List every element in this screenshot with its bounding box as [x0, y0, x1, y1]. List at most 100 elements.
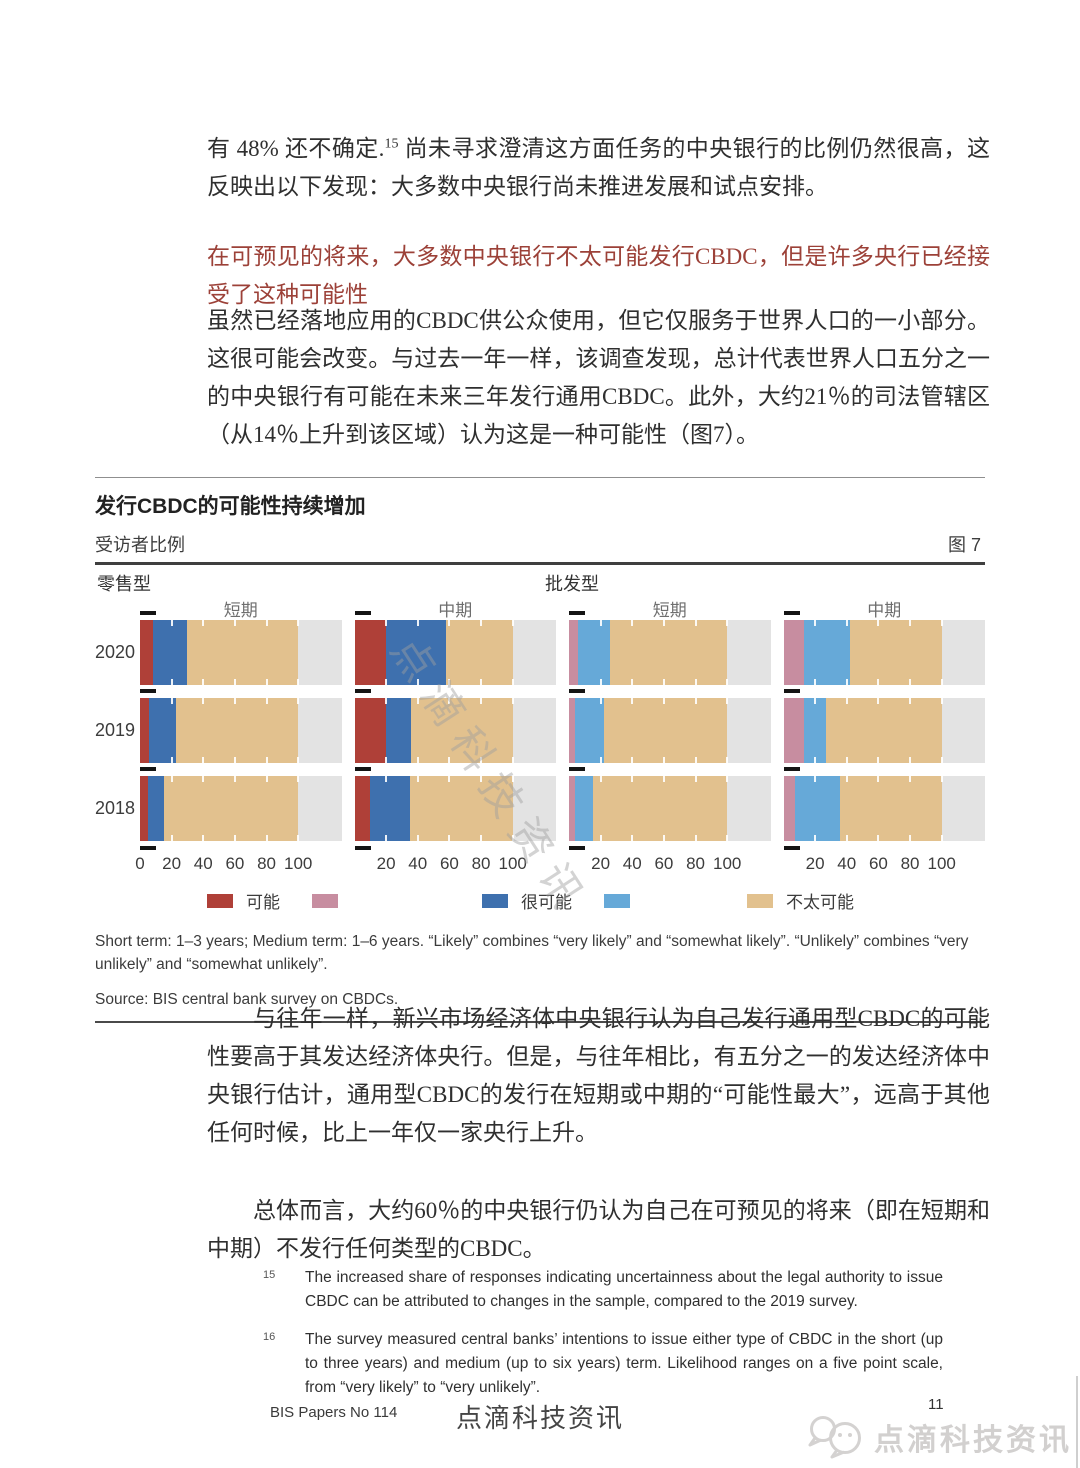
- axis-notch: [448, 835, 451, 841]
- axis-notch: [265, 679, 268, 685]
- footnote: 16 The survey measured central banks’ int…: [263, 1328, 943, 1400]
- x-axis: 20 40 60 80 100: [355, 854, 557, 880]
- axis-notch: [814, 835, 817, 841]
- bar-row-2020: [569, 611, 771, 685]
- axis-notch: [631, 757, 634, 763]
- chart-group-labels: 零售型 批发型: [95, 568, 985, 596]
- axis-notch: [694, 698, 697, 704]
- axis-notch: [845, 776, 848, 782]
- row-tick-dash: [783, 767, 800, 771]
- axis-notch: [877, 698, 880, 704]
- axis-notch: [480, 757, 483, 763]
- bar-row-2018: [140, 767, 342, 850]
- axis-notch: [909, 698, 912, 704]
- axis-notch: [662, 776, 665, 782]
- legend-swatch: [604, 893, 630, 908]
- axis-notch: [385, 757, 388, 763]
- figure-number-label: 图 7: [947, 535, 981, 555]
- x-tick-label: 80: [686, 854, 705, 873]
- segment-likely: [354, 698, 387, 763]
- axis-notch: [448, 698, 451, 704]
- row-tick-dash: [140, 846, 156, 850]
- axis-notch: [631, 776, 634, 782]
- axis-notch: [265, 698, 268, 704]
- row-tick-dash: [569, 689, 585, 693]
- axis-notch: [599, 679, 602, 685]
- x-tick-label: 20: [162, 854, 182, 873]
- segment-likely: [569, 620, 579, 685]
- legend-label: 很可能: [521, 893, 572, 912]
- bar-row-2019: [354, 689, 556, 763]
- axis-notch: [448, 679, 451, 685]
- segment-unlikely: [603, 698, 728, 763]
- x-tick-label: 80: [900, 854, 920, 873]
- axis-notch: [726, 835, 729, 841]
- axis-notch: [599, 776, 602, 782]
- legend-item: 很可能: [473, 888, 639, 913]
- stacked-bar: [140, 776, 299, 841]
- stacked-bar: [569, 698, 728, 763]
- footer-publication: BIS Papers No 114: [270, 1404, 398, 1421]
- x-tick-label: 20: [805, 854, 825, 873]
- axis-notch: [170, 620, 173, 626]
- x-tick-label: 40: [193, 854, 213, 873]
- chat-bubbles-icon: [808, 1416, 861, 1459]
- legend-swatch: [207, 893, 233, 908]
- axis-notch: [662, 679, 665, 685]
- axis-notch: [233, 757, 236, 763]
- axis-notch: [202, 757, 205, 763]
- axis-notch: [297, 620, 300, 626]
- bar-row-2020: [783, 611, 985, 685]
- figure-bottom-rule: [95, 1021, 985, 1023]
- axis-notch: [202, 835, 205, 841]
- chart-years-column: 2020 2019 2018: [95, 596, 140, 880]
- axis-notch: [170, 698, 173, 704]
- figure-note: Short term: 1–3 years; Medium term: 1–6 …: [95, 933, 969, 973]
- row-tick-dash: [354, 689, 371, 693]
- segment-likely: [354, 620, 387, 685]
- axis-notch: [814, 776, 817, 782]
- group-label-retail: 零售型: [97, 574, 151, 594]
- corner-logo-text: 点滴科技资讯: [874, 1424, 1072, 1457]
- axis-notch: [726, 620, 729, 626]
- x-tick-label: 100: [712, 854, 742, 873]
- axis-notch: [631, 698, 634, 704]
- figure-source: Source: BIS central bank survey on CBDCs…: [95, 991, 399, 1008]
- x-tick-label: 60: [868, 854, 888, 873]
- axis-notch: [480, 620, 483, 626]
- axis-notch: [940, 757, 943, 763]
- footnote-ref-15: 15: [384, 136, 399, 152]
- axis-notch: [448, 776, 451, 782]
- segment-unlikely: [840, 776, 942, 841]
- axis-notch: [631, 620, 634, 626]
- x-tick-label: 100: [498, 854, 527, 873]
- row-tick-dash: [569, 611, 585, 615]
- segment-likely: [140, 620, 153, 685]
- axis-notch: [233, 698, 236, 704]
- chart-panel-retail-short-term: 短期 0 20 40 60 80 100: [135, 596, 342, 880]
- footnotes-block: 15 The increased share of responses indic…: [263, 1266, 943, 1414]
- segment-very-likely: [386, 698, 412, 763]
- bar-row-2020: [354, 611, 556, 685]
- axis-notch: [599, 620, 602, 626]
- segment-very-likely: [575, 698, 604, 763]
- axis-notch: [170, 776, 173, 782]
- footer-channel-name: 点滴科技资讯: [455, 1404, 624, 1433]
- axis-notch: [877, 620, 880, 626]
- row-tick-dash: [569, 846, 585, 850]
- legend-swatch: [312, 893, 338, 908]
- axis-notch: [202, 698, 205, 704]
- axis-notch: [845, 757, 848, 763]
- axis-notch: [416, 679, 419, 685]
- axis-notch: [511, 757, 514, 763]
- segment-very-likely: [147, 776, 164, 841]
- axis-notch: [265, 835, 268, 841]
- axis-notch: [511, 620, 514, 626]
- stacked-bar: [140, 620, 299, 685]
- axis-notch: [694, 757, 697, 763]
- legend-label: 可能: [246, 893, 280, 912]
- segment-very-likely: [804, 620, 850, 685]
- axis-notch: [233, 679, 236, 685]
- panel-header: 短期: [652, 601, 687, 620]
